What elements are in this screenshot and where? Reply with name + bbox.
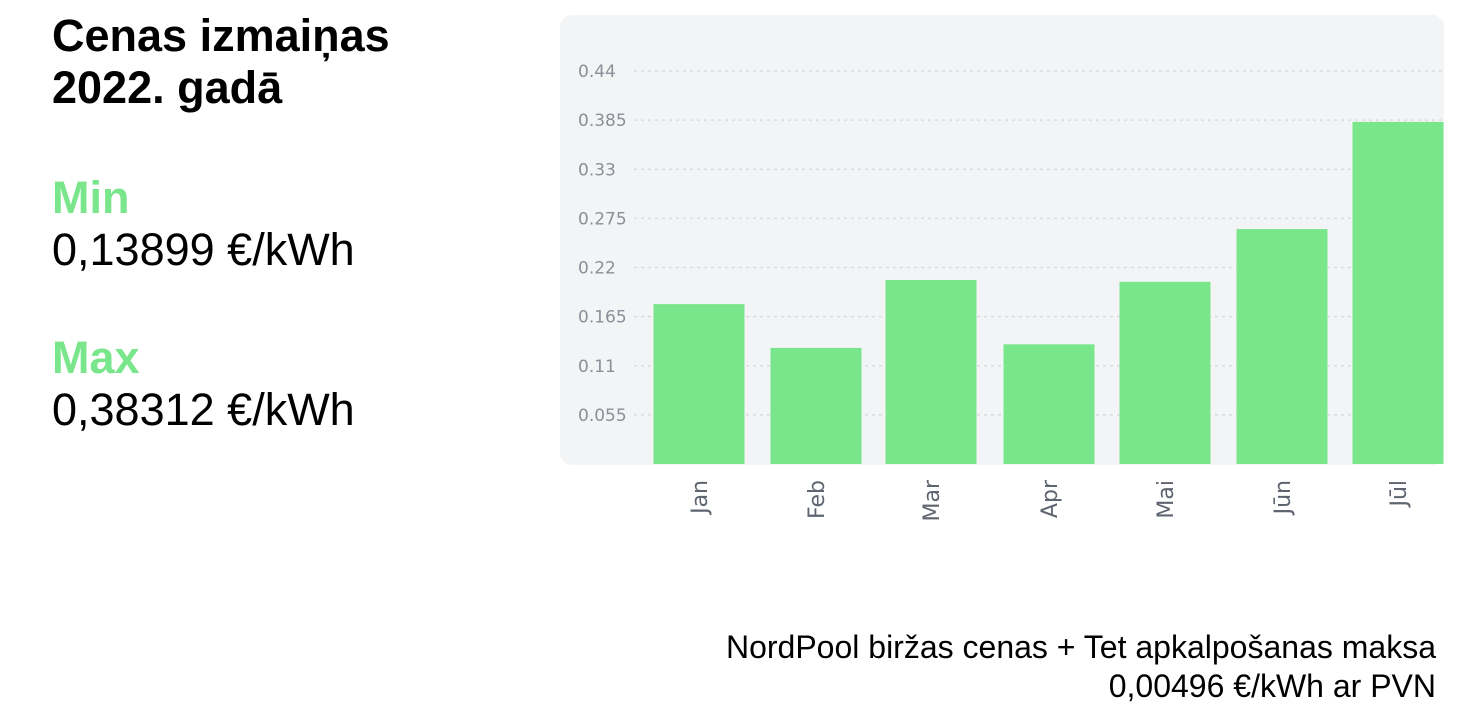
x-axis-category-labels: Jan Feb Mar Apr Mai Jūn Jūl [688,479,1412,521]
min-label: Min [52,172,130,223]
bar-mai [1119,281,1211,464]
x-category-label: Jūl [1387,480,1412,509]
y-tick-label: 0.11 [578,357,616,377]
x-category-label: Jūn [1271,480,1296,516]
bar-jūn [1236,229,1328,464]
x-category-label: Feb [805,480,830,519]
y-tick-label: 0.385 [578,111,627,131]
max-label: Max [52,332,140,383]
x-category-label: Apr [1038,479,1063,518]
y-tick-label: 0.055 [578,406,627,426]
left-panel: Cenas izmaiņas 2022. gadā Min 0,13899 €/… [52,10,522,436]
footnote: NordPool biržas cenas + Tet apkalpošanas… [726,628,1436,706]
x-category-label: Jan [688,480,713,516]
footnote-line-2: 0,00496 €/kWh ar PVN [1108,668,1436,704]
bar-feb [770,347,862,464]
x-category-label: Mai [1154,480,1179,519]
y-axis-tick-labels: 0.055 0.11 0.165 0.22 0.275 0.33 0.385 0.44 [578,62,627,426]
page-title: Cenas izmaiņas 2022. gadā [52,10,390,113]
x-category-label: Mar [920,479,945,521]
max-value: 0,38312 €/kWh [52,384,355,435]
y-tick-label: 0.165 [578,308,627,328]
y-tick-label: 0.275 [578,209,627,229]
bar-jūl [1352,121,1444,464]
bar-chart-svg: 0.055 0.11 0.165 0.22 0.275 0.33 0.385 0.44 Jan… [560,15,1444,522]
bar-mar [885,280,977,464]
min-value: 0,13899 €/kWh [52,224,355,275]
bar-layer [653,121,1444,464]
footnote-line-1: NordPool biržas cenas + Tet apkalpošanas… [725,629,1436,665]
bar-jan [653,304,745,464]
price-chart: 0.055 0.11 0.165 0.22 0.275 0.33 0.385 0.44 Jan… [560,15,1444,522]
y-tick-label: 0.33 [578,160,616,180]
y-tick-label: 0.22 [578,259,616,279]
y-tick-label: 0.44 [578,62,616,82]
bar-apr [1003,344,1095,464]
